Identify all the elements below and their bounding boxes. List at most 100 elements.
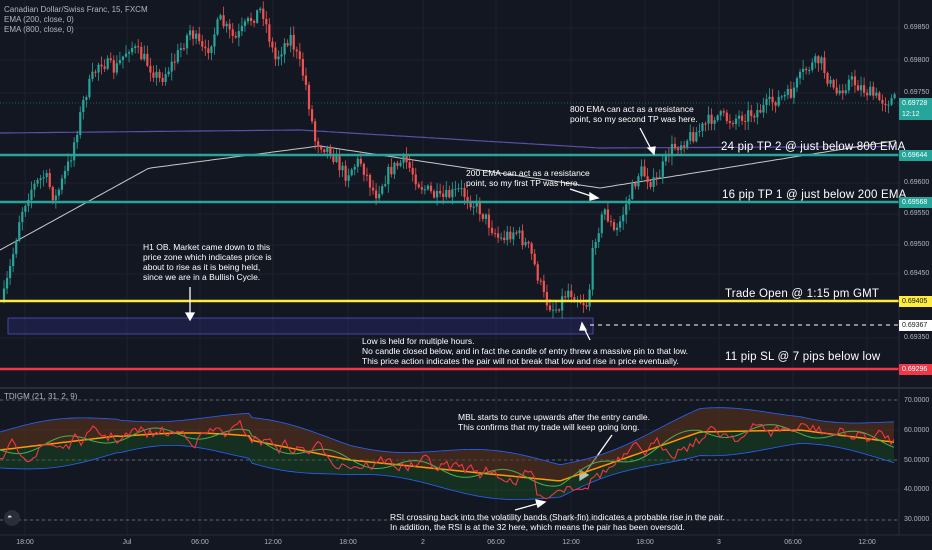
candle-body <box>347 175 350 181</box>
candle-body <box>268 24 271 42</box>
candle-body <box>811 62 814 71</box>
candle-body <box>173 61 176 63</box>
candle-body <box>798 71 802 79</box>
tdigm-legend[interactable]: TDIGM (21, 31, 2, 9) <box>4 392 78 401</box>
ema800-annotation: 800 EMA can act as a resistance point, s… <box>570 104 698 124</box>
candle-body <box>332 156 335 162</box>
tradingview-icon[interactable]: ◓ <box>4 510 20 526</box>
candle-body <box>365 174 369 176</box>
candle-body <box>570 290 573 298</box>
candle-body <box>521 230 524 246</box>
candle-body <box>54 195 57 201</box>
candle-body <box>100 64 103 67</box>
candle-body <box>188 30 192 36</box>
candle-body <box>500 237 503 239</box>
candle-body <box>381 186 384 194</box>
order-block-zone <box>7 317 594 335</box>
mbl-line <box>0 429 895 482</box>
candle-body <box>515 232 518 234</box>
time-tick: Jul <box>122 539 132 546</box>
candle-body <box>368 174 372 188</box>
candle-body <box>619 221 622 228</box>
open-price-tag: 0.69405 <box>899 296 932 307</box>
candle-body <box>835 87 838 94</box>
candle-body <box>832 79 835 88</box>
trade-open-label[interactable]: Trade Open @ 1:15 pm GMT <box>725 288 880 300</box>
candle-body <box>640 166 643 177</box>
upper-band-line <box>0 407 895 465</box>
candle-body <box>567 290 570 298</box>
rsi-line <box>0 419 895 500</box>
candle-body <box>73 142 76 161</box>
candle-body <box>814 56 817 63</box>
candle-body <box>850 76 853 80</box>
candle-body <box>594 242 597 248</box>
candle-body <box>509 231 512 240</box>
ema-800-legend[interactable]: EMA (800, close, 0) <box>4 25 74 34</box>
candle-body <box>890 98 893 105</box>
candle-body <box>808 70 811 72</box>
candle-body <box>417 184 420 188</box>
candle-body <box>155 71 158 78</box>
candle-body <box>161 77 164 82</box>
candle-body <box>109 58 112 61</box>
sl-label[interactable]: 11 pip SL @ 7 pips below low <box>725 351 881 363</box>
candle-body <box>298 51 301 60</box>
price-tick: 0.69850 <box>904 24 930 31</box>
candle-body <box>124 53 128 57</box>
candle-body <box>182 48 186 50</box>
candle-body <box>622 214 625 222</box>
candle-body <box>66 161 70 171</box>
tp2-label[interactable]: 24 pip TP 2 @ just below 800 EMA <box>721 141 906 153</box>
tp1-label[interactable]: 16 pip TP 1 @ just below 200 EMA <box>722 189 907 201</box>
candle-body <box>408 162 411 168</box>
ob-line-4: since we are in a Bullish Cycle. <box>143 272 261 282</box>
candle-body <box>36 180 39 184</box>
candle-body <box>863 85 866 93</box>
candle-body <box>866 92 869 96</box>
candle-body <box>689 132 692 141</box>
symbol-title[interactable]: Canadian Dollar/Swiss Franc, 15, FXCM <box>4 5 148 14</box>
price-tick: 0.69350 <box>904 334 930 341</box>
candle-body <box>661 161 664 177</box>
tp2-price-tag: 0.69644 <box>899 150 932 161</box>
ema800-arrow-head <box>646 146 656 156</box>
candle-body <box>527 241 530 244</box>
candle-body <box>237 31 240 38</box>
candle-body <box>170 61 173 72</box>
candle-body <box>707 114 710 124</box>
time-tick: 3 <box>717 539 721 546</box>
mbl-line-1: MBL starts to curve upwards after the en… <box>458 412 650 422</box>
ema200-annotation: 200 EMA can act as a resistance point, s… <box>466 168 590 188</box>
candle-body <box>63 170 67 179</box>
candle-body <box>487 214 491 228</box>
mbl-annotation: MBL starts to curve upwards after the en… <box>458 412 650 432</box>
candle-body <box>21 211 24 223</box>
ema-200-legend[interactable]: EMA (200, close, 0) <box>4 15 74 24</box>
candle-body <box>121 56 125 61</box>
candle-body <box>658 176 661 178</box>
candle-body <box>24 205 27 212</box>
candle-body <box>847 79 850 91</box>
rsi-line-1: RSI crossing back into the volatility ba… <box>390 512 725 522</box>
candle-body <box>609 221 613 223</box>
candle-body <box>625 204 628 215</box>
candle-body <box>131 48 134 53</box>
candle-body <box>710 114 713 124</box>
candle-body <box>530 243 533 254</box>
time-tick: 18:00 <box>16 539 34 546</box>
candle-body <box>820 57 823 64</box>
candle-body <box>338 155 341 171</box>
candle-body <box>94 71 97 73</box>
candle-body <box>314 121 317 142</box>
candle-body <box>826 72 829 84</box>
signal-line <box>0 424 895 487</box>
candlesticks <box>2 1 896 319</box>
candle-body <box>646 176 649 183</box>
rsi-tick: 60.0000 <box>904 427 930 434</box>
candle-body <box>518 230 521 233</box>
candle-body <box>146 53 149 66</box>
candle-body <box>420 187 423 190</box>
candle-body <box>655 177 658 179</box>
